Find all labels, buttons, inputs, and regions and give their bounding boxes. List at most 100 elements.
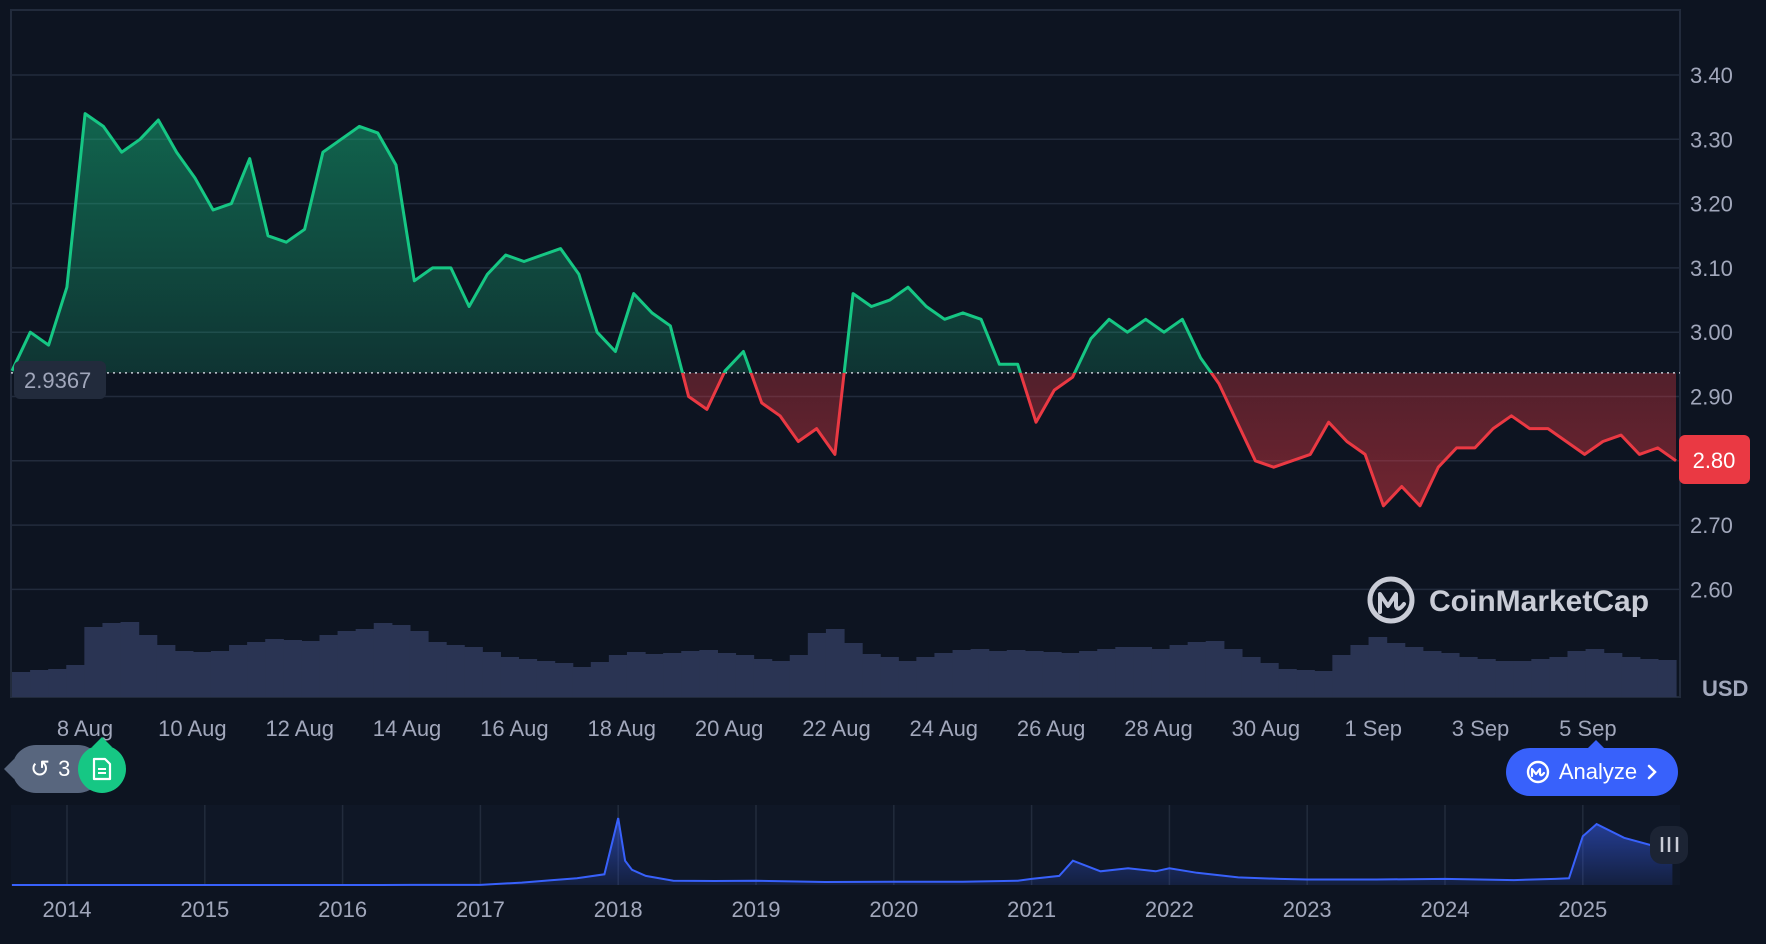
volume-bar <box>753 659 773 697</box>
volume-bar <box>1368 637 1388 697</box>
volume-bar <box>554 663 574 697</box>
x-tick-label: 1 Sep <box>1344 716 1402 741</box>
volume-bar <box>1458 657 1478 697</box>
history-clock-icon: ↺ <box>30 755 51 783</box>
price-area <box>12 113 1676 506</box>
volume-bar <box>319 635 339 697</box>
volume-bar <box>1657 660 1677 697</box>
navigator-x-labels: 2014 2015 2016 2017 2018 2019 2020 2021 2022 2023… <box>43 897 1608 922</box>
x-tick-label: 28 Aug <box>1124 716 1193 741</box>
x-tick-label: 18 Aug <box>587 716 656 741</box>
volume-bar <box>355 629 375 697</box>
volume-bar <box>174 651 194 697</box>
volume-bar <box>1567 651 1587 697</box>
volume-bar <box>210 651 230 697</box>
volume-bar <box>1639 659 1659 697</box>
x-tick-label: 16 Aug <box>480 716 549 741</box>
volume-bar <box>500 657 520 697</box>
history-count: 3 <box>58 756 71 781</box>
volume-bar <box>807 633 827 697</box>
volume-bar <box>391 625 411 697</box>
y-tick-label: 3.30 <box>1690 127 1733 152</box>
note-button[interactable] <box>78 737 126 793</box>
navigator-line <box>11 817 1674 886</box>
volume-bar <box>645 654 664 697</box>
volume-bar <box>229 645 248 697</box>
volume-bar <box>717 653 737 697</box>
volume-bar <box>446 645 465 697</box>
volume-bar <box>1296 670 1315 697</box>
volume-bar <box>156 645 176 697</box>
volume-bar <box>825 629 845 697</box>
volume-bar <box>880 657 899 697</box>
volume-bar <box>663 653 682 697</box>
volume-bar <box>192 652 212 697</box>
volume-bar <box>1042 652 1062 697</box>
price-line[interactable] <box>10 112 1677 508</box>
x-tick-label: 3 Sep <box>1452 716 1510 741</box>
baseline-badge <box>14 361 106 399</box>
area-above-baseline <box>12 113 1212 373</box>
volume-bar <box>1585 649 1605 697</box>
navigator-tick-label: 2022 <box>1145 897 1194 922</box>
volume-bar <box>1314 671 1333 697</box>
x-tick-label: 12 Aug <box>265 716 334 741</box>
navigator-tick-label: 2024 <box>1421 897 1470 922</box>
volume-bar <box>1151 649 1171 697</box>
volume-bar <box>1133 647 1153 697</box>
volume-bar <box>247 642 266 697</box>
volume-bar <box>1169 645 1189 697</box>
navigator-tick-label: 2025 <box>1558 897 1607 922</box>
volume-bar <box>84 627 104 697</box>
y-tick-label: 2.70 <box>1690 513 1733 538</box>
volume-bar <box>66 665 85 697</box>
volume-bar <box>844 643 863 697</box>
analyze-label: Analyze <box>1558 759 1638 784</box>
x-tick-label: 24 Aug <box>910 716 979 741</box>
x-tick-label: 14 Aug <box>373 716 442 741</box>
volume-bar <box>1386 643 1406 697</box>
volume-bar <box>1495 661 1514 697</box>
volume-bar <box>373 623 393 697</box>
volume-bar <box>1278 669 1297 697</box>
volume-bar <box>30 670 49 697</box>
y-tick-label: 3.40 <box>1690 63 1733 88</box>
volume-bar <box>771 661 791 697</box>
volume-bar <box>934 653 954 697</box>
navigator-tick-label: 2017 <box>456 897 505 922</box>
volume-bar <box>12 672 31 697</box>
volume-bar <box>626 652 646 697</box>
volume-bar <box>1404 647 1424 697</box>
navigator-panel[interactable] <box>11 805 1680 885</box>
volume-bar <box>699 650 718 697</box>
volume-bar <box>1350 645 1370 697</box>
volume-bar <box>970 649 990 697</box>
volume-bar <box>916 657 936 697</box>
volume-bar <box>102 623 122 697</box>
volume-bar <box>518 659 538 697</box>
navigator-tick-label: 2021 <box>1007 897 1056 922</box>
x-tick-label: 26 Aug <box>1017 716 1086 741</box>
analyze-button[interactable]: Analyze <box>1506 740 1678 796</box>
volume-bar <box>1422 651 1442 697</box>
navigator-tick-label: 2018 <box>594 897 643 922</box>
current-price-label: 2.80 <box>1693 448 1736 473</box>
navigator-area <box>11 817 1674 886</box>
volume-bar <box>1513 661 1532 697</box>
volume-bar <box>301 641 321 697</box>
navigator-tick-label: 2015 <box>180 897 229 922</box>
document-icon <box>92 757 112 781</box>
volume-bar <box>265 639 284 697</box>
y-tick-label: 3.10 <box>1690 256 1733 281</box>
volume-bar <box>120 622 140 697</box>
volume-bar <box>1006 650 1026 697</box>
volume-bar <box>337 631 357 697</box>
y-tick-label: 3.20 <box>1690 192 1733 217</box>
y-tick-label: 2.60 <box>1690 577 1733 602</box>
volume-bar <box>1603 653 1623 697</box>
analyze-brain-icon <box>1526 760 1550 784</box>
volume-bar <box>428 642 447 697</box>
volume-bar <box>482 652 501 697</box>
navigator-handle[interactable] <box>1650 826 1688 864</box>
